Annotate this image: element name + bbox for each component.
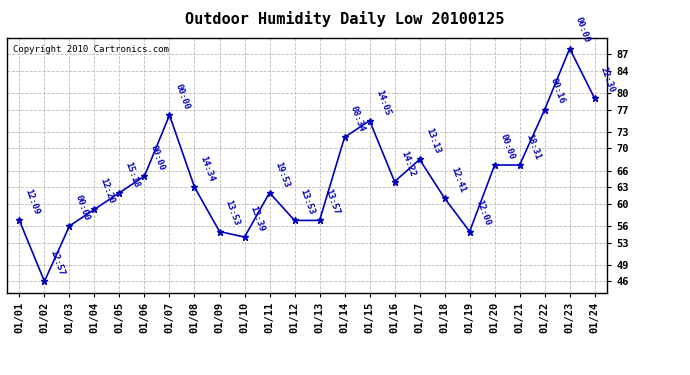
Text: 00:00: 00:00	[574, 16, 591, 44]
Text: 00:00: 00:00	[148, 144, 166, 172]
Text: 14:22: 14:22	[399, 149, 416, 177]
Text: 00:00: 00:00	[174, 82, 191, 111]
Text: 18:31: 18:31	[524, 132, 542, 161]
Text: 15:18: 15:18	[124, 160, 141, 189]
Text: 12:41: 12:41	[448, 166, 466, 194]
Text: 14:34: 14:34	[199, 154, 216, 183]
Text: 12:00: 12:00	[474, 199, 491, 227]
Text: 12:09: 12:09	[23, 188, 41, 216]
Text: 13:53: 13:53	[224, 199, 241, 227]
Text: 12:20: 12:20	[99, 177, 116, 205]
Text: 00:00: 00:00	[499, 132, 516, 161]
Text: 13:13: 13:13	[424, 127, 442, 155]
Text: 08:34: 08:34	[348, 105, 366, 133]
Text: Copyright 2010 Cartronics.com: Copyright 2010 Cartronics.com	[13, 45, 169, 54]
Text: 14:05: 14:05	[374, 88, 391, 117]
Text: 22:30: 22:30	[599, 66, 616, 94]
Text: 13:57: 13:57	[324, 188, 342, 216]
Text: 19:53: 19:53	[274, 160, 291, 189]
Text: Outdoor Humidity Daily Low 20100125: Outdoor Humidity Daily Low 20100125	[186, 11, 504, 27]
Text: 12:57: 12:57	[48, 249, 66, 277]
Text: 00:00: 00:00	[74, 194, 91, 222]
Text: 13:53: 13:53	[299, 188, 316, 216]
Text: 00:16: 00:16	[549, 77, 566, 105]
Text: 13:39: 13:39	[248, 205, 266, 233]
